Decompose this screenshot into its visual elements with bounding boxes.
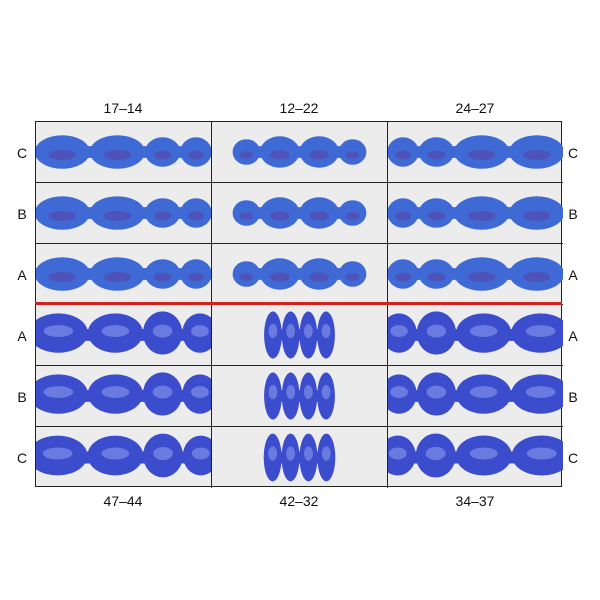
row-label-left: B — [17, 389, 27, 405]
wax-bridge-cell — [387, 305, 563, 366]
wax-bridge-cell — [211, 305, 388, 366]
wax-bridge-image — [232, 197, 366, 229]
row-label-right: A — [568, 267, 578, 283]
column-label-bottom: 47–44 — [103, 493, 143, 509]
wax-bridge-cell — [36, 305, 212, 366]
column-label-top: 17–14 — [103, 100, 143, 116]
wax-bridge-cell — [387, 366, 563, 427]
wax-bridge-image — [387, 196, 563, 230]
wax-bridge-cell — [387, 244, 563, 305]
wax-bridge-image — [232, 258, 366, 290]
row-label-right: C — [567, 145, 579, 161]
row-label-left: B — [17, 206, 27, 222]
wax-bridge-image — [387, 257, 563, 291]
wax-bridge-cell — [36, 244, 212, 305]
row-label-right: C — [567, 450, 579, 466]
row-label-right: B — [568, 206, 578, 222]
wax-bridge-image — [36, 311, 211, 355]
wax-bridge-cell — [211, 122, 388, 183]
wax-bridge-cell — [36, 427, 212, 488]
wax-bridge-cell — [387, 427, 563, 488]
row-label-left: C — [16, 145, 28, 161]
wax-bridge-image — [232, 136, 366, 168]
row-label-left: A — [17, 328, 27, 344]
wax-bridge-image — [263, 433, 335, 482]
wax-bridge-image — [387, 311, 563, 355]
wax-bridge-image — [387, 372, 563, 416]
wax-bridge-image — [36, 257, 211, 291]
row-label-right: A — [568, 328, 578, 344]
wax-bridge-image — [263, 372, 335, 420]
jaw-divider-line — [35, 302, 562, 305]
column-label-bottom: 34–37 — [455, 493, 495, 509]
row-label-left: C — [16, 450, 28, 466]
column-label-top: 24–27 — [455, 100, 495, 116]
column-label-bottom: 42–32 — [279, 493, 319, 509]
wax-bridge-image — [36, 433, 211, 478]
wax-bridge-cell — [212, 427, 388, 488]
wax-bridge-cell — [387, 122, 563, 183]
wax-bridge-image — [36, 135, 211, 169]
wax-bridge-image — [36, 372, 211, 416]
wax-bridge-grid — [35, 121, 563, 488]
wax-bridge-cell — [387, 183, 563, 244]
wax-bridge-cell — [211, 366, 388, 427]
wax-bridge-image — [36, 196, 211, 230]
row-label-left: A — [17, 267, 27, 283]
wax-bridge-cell — [211, 244, 388, 305]
row-label-right: B — [568, 389, 578, 405]
wax-bridge-cell — [36, 366, 212, 427]
wax-bridge-image — [387, 135, 563, 169]
wax-bridge-image — [387, 433, 563, 478]
wax-bridge-cell — [211, 183, 388, 244]
column-label-top: 12–22 — [279, 100, 319, 116]
wax-bridge-cell — [36, 183, 212, 244]
wax-bridge-image — [263, 311, 335, 359]
wax-bridge-cell — [36, 122, 212, 183]
